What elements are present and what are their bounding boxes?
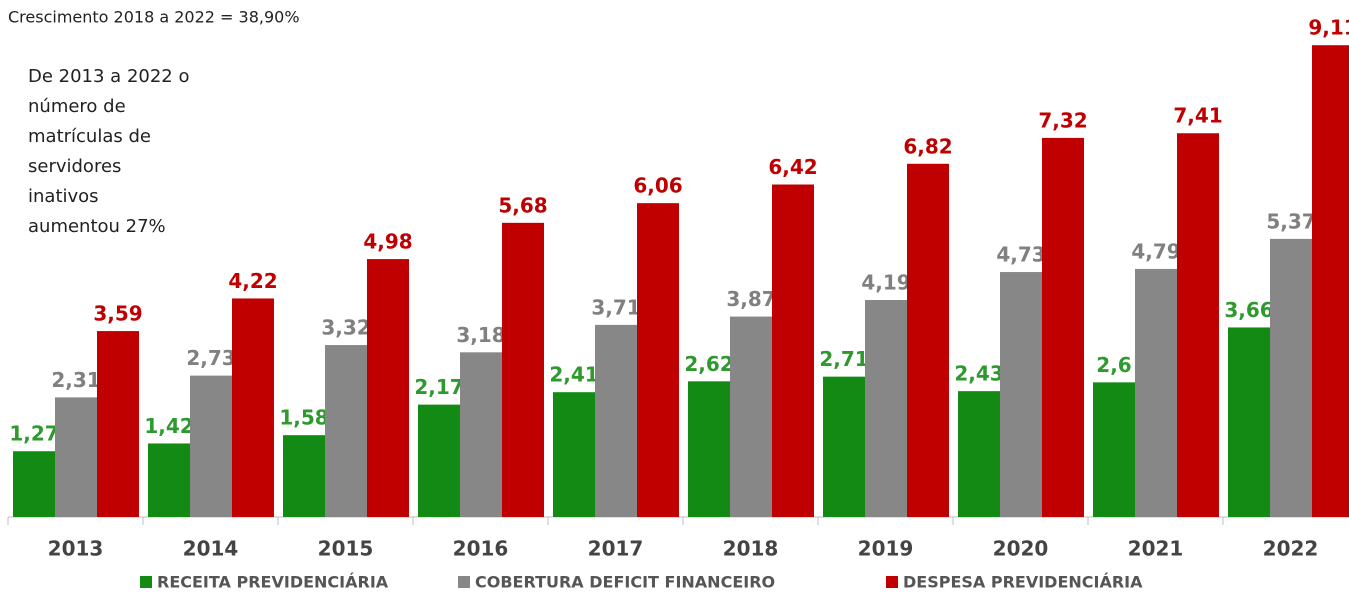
legend-label: DESPESA PREVIDENCIÁRIA [903, 573, 1143, 592]
x-tick-label: 2020 [993, 537, 1049, 561]
data-label: 3,87 [726, 287, 775, 311]
data-label: 2,6 [1096, 353, 1131, 377]
data-label: 2,62 [684, 352, 733, 376]
bar [232, 298, 274, 517]
bar [772, 184, 814, 517]
data-label: 2,43 [954, 362, 1003, 386]
data-label: 6,42 [768, 155, 817, 179]
data-label: 4,19 [861, 271, 910, 295]
bar [907, 163, 949, 518]
data-label: 2,17 [414, 375, 463, 399]
data-label: 3,66 [1224, 298, 1273, 322]
x-tick-label: 2015 [318, 537, 374, 561]
bar [13, 451, 55, 517]
data-label: 9,11 [1308, 16, 1349, 40]
bar [148, 443, 190, 517]
bar [1177, 133, 1219, 518]
x-tick-label: 2017 [588, 537, 644, 561]
subtitle: Crescimento 2018 a 2022 = 38,90% [8, 8, 300, 27]
data-label: 3,32 [321, 316, 370, 340]
data-label: 5,68 [498, 193, 547, 217]
bar [460, 352, 502, 517]
data-label: 4,79 [1131, 239, 1180, 263]
bar [1312, 45, 1349, 517]
bar [1000, 272, 1042, 517]
legend-swatch [886, 576, 898, 588]
data-label: 4,73 [996, 243, 1045, 267]
legend-label: COBERTURA DEFICIT FINANCEIRO [475, 573, 775, 592]
x-tick-label: 2021 [1128, 537, 1184, 561]
data-label: 1,27 [9, 422, 58, 446]
data-label: 2,73 [186, 346, 235, 370]
bar [367, 259, 409, 517]
data-label: 2,41 [549, 363, 598, 387]
data-label: 3,71 [591, 295, 640, 319]
bar [97, 331, 139, 517]
bar [637, 203, 679, 517]
data-label: 6,82 [903, 134, 952, 158]
bar [55, 397, 97, 517]
data-label: 7,32 [1038, 108, 1087, 132]
legend-swatch [140, 576, 152, 588]
data-label: 2,71 [819, 347, 868, 371]
data-label: 7,41 [1173, 104, 1222, 128]
data-label: 6,06 [633, 174, 682, 198]
bar [418, 404, 460, 517]
bar [502, 222, 544, 517]
data-label: 3,59 [93, 302, 142, 326]
x-tick-label: 2022 [1263, 537, 1319, 561]
bar [1093, 382, 1135, 517]
bar [553, 392, 595, 517]
bar [730, 316, 772, 517]
x-tick-label: 2013 [48, 537, 104, 561]
bar [1270, 238, 1312, 517]
data-label: 3,18 [456, 323, 505, 347]
data-label: 4,22 [228, 269, 277, 293]
x-tick-label: 2018 [723, 537, 779, 561]
bar [595, 324, 637, 517]
bar [1042, 137, 1084, 517]
bar [688, 381, 730, 517]
x-tick-label: 2016 [453, 537, 509, 561]
bar [1228, 327, 1270, 517]
data-label: 5,37 [1266, 209, 1315, 233]
data-label: 4,98 [363, 230, 412, 254]
bar [865, 300, 907, 517]
data-label: 2,31 [51, 368, 100, 392]
bar [1135, 268, 1177, 517]
bar [190, 375, 232, 517]
bar [325, 345, 367, 517]
x-tick-label: 2019 [858, 537, 914, 561]
x-tick-label: 2014 [183, 537, 239, 561]
bar [958, 391, 1000, 517]
legend-label: RECEITA PREVIDENCIÁRIA [157, 573, 389, 592]
legend-swatch [458, 576, 470, 588]
bar [823, 376, 865, 517]
bar [283, 435, 325, 517]
data-label: 1,42 [144, 414, 193, 438]
data-label: 1,58 [279, 406, 328, 430]
annotation: De 2013 a 2022 o número de matrículas de… [28, 66, 190, 237]
